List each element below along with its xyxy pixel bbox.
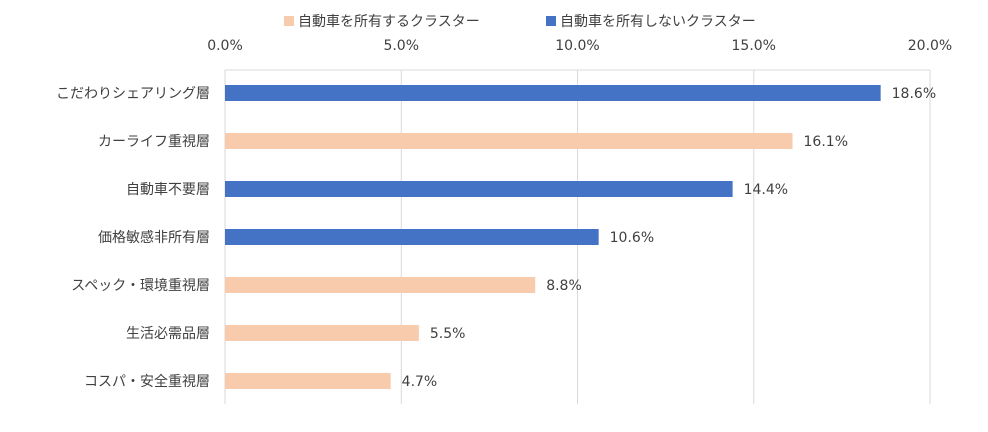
legend-label-1: 自動車を所有するクラスター	[298, 13, 480, 30]
data-label: 4.7%	[402, 374, 438, 390]
data-label: 5.5%	[430, 326, 466, 342]
bar	[225, 229, 599, 245]
data-label: 16.1%	[804, 134, 848, 150]
x-axis-ticks: 0.0% 5.0% 10.0% 15.0% 20.0%	[207, 38, 952, 54]
category-labels: こだわりシェアリング層カーライフ重視層自動車不要層価格敏感非所有層スペック・環境…	[56, 86, 210, 390]
data-label: 18.6%	[892, 86, 936, 102]
category-label: 価格敏感非所有層	[98, 229, 210, 246]
bars	[225, 85, 881, 389]
x-tick-label: 0.0%	[207, 38, 243, 54]
data-label: 10.6%	[610, 230, 654, 246]
bar	[225, 325, 419, 341]
legend-swatch-1	[284, 16, 294, 26]
x-tick-label: 15.0%	[732, 38, 776, 54]
legend: 自動車を所有するクラスター 自動車を所有しないクラスター	[284, 13, 756, 30]
bar	[225, 277, 536, 293]
category-label: 自動車不要層	[126, 181, 210, 198]
data-label: 14.4%	[744, 182, 788, 198]
data-labels: 18.6% 16.1% 14.4% 10.6% 8.8% 5.5% 4.7%	[402, 86, 936, 390]
category-label: カーライフ重視層	[98, 134, 210, 150]
x-tick-label: 5.0%	[383, 38, 419, 54]
x-tick-label: 10.0%	[555, 38, 599, 54]
legend-swatch-2	[546, 16, 556, 26]
data-label: 8.8%	[546, 278, 582, 294]
bar	[225, 373, 391, 389]
legend-label-2: 自動車を所有しないクラスター	[560, 13, 756, 30]
category-label: スペック・環境重視層	[71, 278, 210, 294]
category-label: 生活必需品層	[126, 326, 210, 342]
category-label: コスパ・安全重視層	[84, 373, 210, 390]
bar	[225, 85, 881, 101]
category-label: こだわりシェアリング層	[56, 86, 210, 102]
x-tick-label: 20.0%	[908, 38, 952, 54]
bar	[225, 181, 733, 197]
bar	[225, 133, 793, 149]
